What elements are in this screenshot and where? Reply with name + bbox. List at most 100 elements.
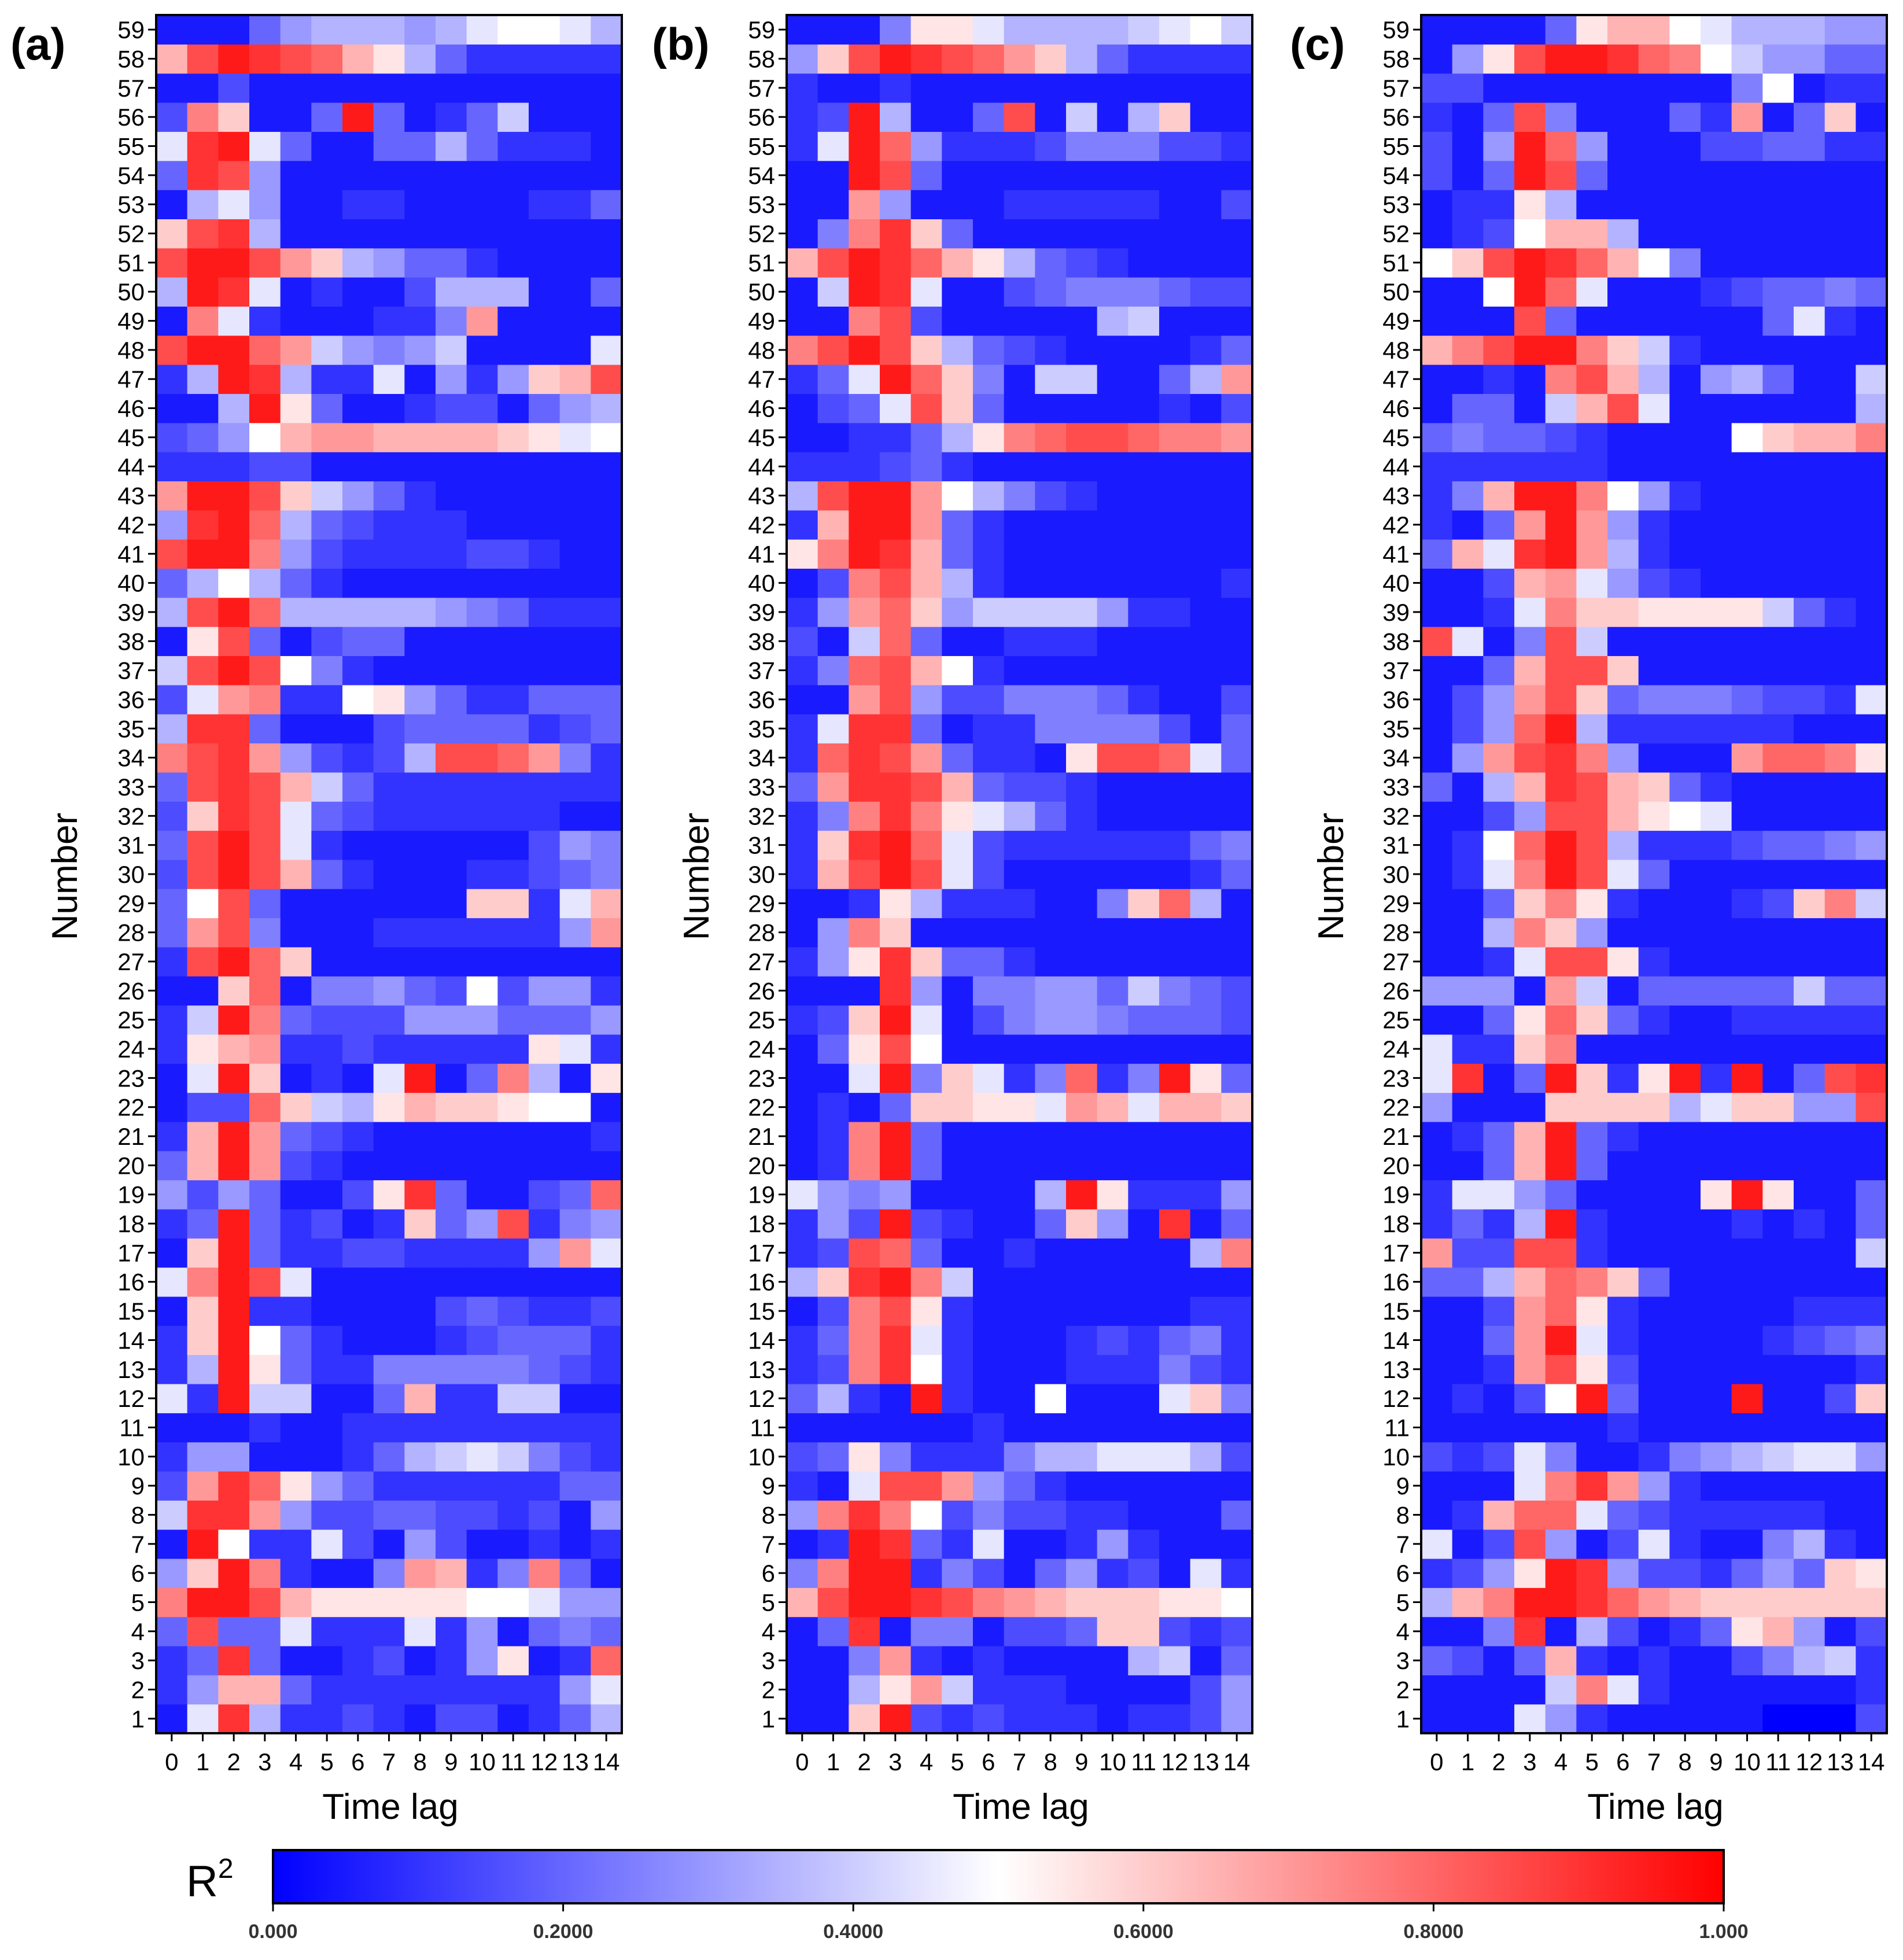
heatmap-cell — [849, 277, 880, 307]
heatmap-cell — [1483, 1092, 1515, 1122]
heatmap-cell — [218, 772, 250, 802]
y-tick-label: 33 — [1382, 773, 1410, 801]
y-tick-label: 11 — [119, 1414, 145, 1441]
heatmap-cell — [1794, 627, 1825, 657]
heatmap-cells — [1421, 15, 1887, 1734]
heatmap-cell — [156, 1238, 188, 1268]
heatmap-cell — [1607, 1616, 1639, 1646]
heatmap-cell — [187, 1296, 219, 1326]
heatmap-cell — [1545, 1558, 1577, 1588]
heatmap-cell — [1701, 1209, 1732, 1239]
heatmap-cell — [311, 277, 343, 307]
heatmap-cell — [1762, 1209, 1794, 1239]
y-tick-label: 13 — [117, 1356, 145, 1383]
heatmap-cell — [817, 539, 849, 569]
y-tick-label: 38 — [1382, 628, 1410, 655]
heatmap-cell — [1004, 44, 1035, 74]
heatmap-cell — [1190, 976, 1222, 1006]
heatmap-cell — [436, 1121, 467, 1151]
heatmap-cell — [280, 510, 312, 540]
heatmap-cell — [591, 539, 622, 569]
y-tick-label: 39 — [117, 599, 145, 626]
heatmap-cell — [436, 1151, 467, 1181]
heatmap-cell — [1762, 219, 1794, 249]
heatmap-cell — [1066, 1645, 1098, 1675]
heatmap-cell — [497, 277, 529, 307]
heatmap-cell — [1097, 918, 1128, 948]
heatmap-cell — [559, 1180, 591, 1210]
heatmap-cell — [1607, 889, 1639, 919]
x-tick-label: 3 — [888, 1748, 902, 1775]
heatmap-cell — [497, 1238, 529, 1268]
heatmap-cell — [497, 102, 529, 132]
heatmap-cell — [1576, 102, 1608, 132]
heatmap-cell — [373, 859, 405, 889]
heatmap-cell — [1452, 335, 1484, 365]
heatmap-cell — [1221, 1238, 1253, 1268]
heatmap-cell — [1190, 597, 1222, 627]
y-tick-label: 33 — [748, 773, 775, 801]
heatmap-cell — [787, 1034, 818, 1064]
heatmap-cell — [942, 510, 973, 540]
x-tick-label: 13 — [1192, 1748, 1219, 1775]
heatmap-cell — [187, 1238, 219, 1268]
heatmap-cell — [942, 1354, 973, 1384]
heatmap-cell — [910, 1587, 942, 1618]
heatmap-cell — [373, 1413, 405, 1443]
heatmap-cell — [1794, 859, 1825, 889]
heatmap-cell — [1066, 1180, 1098, 1210]
y-tick-label: 13 — [748, 1356, 775, 1383]
heatmap-cell — [1452, 743, 1484, 773]
heatmap-cell — [1004, 859, 1035, 889]
heatmap-cell — [1824, 306, 1856, 336]
heatmap-cell — [973, 1471, 1005, 1501]
heatmap-cell — [187, 1063, 219, 1093]
heatmap-cell — [436, 248, 467, 278]
heatmap-cell — [1483, 393, 1515, 423]
heatmap-cell — [910, 44, 942, 74]
y-tick-label: 32 — [117, 802, 145, 830]
heatmap-cell — [311, 1354, 343, 1384]
heatmap-cell — [156, 568, 188, 598]
heatmap-cell — [1097, 277, 1128, 307]
heatmap-cell — [1221, 393, 1253, 423]
heatmap-cell — [311, 859, 343, 889]
heatmap-cell — [591, 1325, 622, 1355]
heatmap-cell — [1762, 684, 1794, 714]
heatmap-cell — [1190, 277, 1222, 307]
heatmap-cell — [880, 1034, 912, 1064]
heatmap-cell — [280, 627, 312, 657]
heatmap-cell — [910, 306, 942, 336]
heatmap-cell — [529, 1558, 560, 1588]
heatmap-cell — [1638, 1354, 1670, 1384]
x-tick-label: 7 — [1013, 1748, 1026, 1775]
heatmap-cell — [1190, 422, 1222, 452]
heatmap-cell — [787, 889, 818, 919]
heatmap-cell — [1794, 73, 1825, 103]
heatmap-cell — [942, 1587, 973, 1618]
y-tick-label: 6 — [131, 1560, 145, 1587]
heatmap-cell — [559, 1121, 591, 1151]
heatmap-cell — [187, 859, 219, 889]
y-tick-label: 29 — [117, 890, 145, 917]
heatmap-cell — [1794, 772, 1825, 802]
heatmap-cell — [249, 160, 281, 190]
heatmap-cell — [1483, 772, 1515, 802]
heatmap-cell — [249, 44, 281, 74]
heatmap-cell — [1669, 1267, 1701, 1297]
heatmap-cell — [1824, 539, 1856, 569]
heatmap-cell — [1701, 743, 1732, 773]
heatmap-cell — [1452, 248, 1484, 278]
heatmap-cell — [311, 1587, 343, 1618]
heatmap-cell — [591, 714, 622, 744]
heatmap-cell — [1190, 1325, 1222, 1355]
heatmap-cell — [156, 1704, 188, 1734]
heatmap-cell — [1731, 1442, 1763, 1472]
heatmap-cell — [1452, 1296, 1484, 1326]
heatmap-cell — [559, 452, 591, 482]
heatmap-cell — [1794, 1267, 1825, 1297]
x-tick-label: 0 — [165, 1748, 178, 1775]
heatmap-cell — [1762, 306, 1794, 336]
heatmap-cell — [787, 1645, 818, 1675]
heatmap-cell — [1066, 335, 1098, 365]
